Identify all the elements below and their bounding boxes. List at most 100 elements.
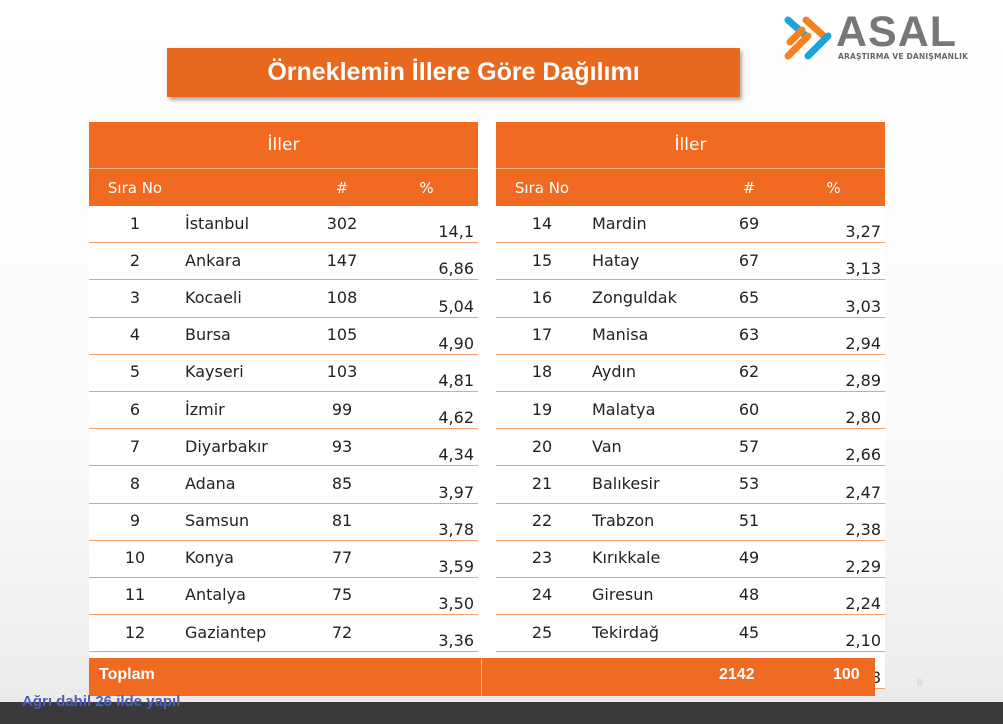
- row-pct: 3,36: [378, 614, 478, 653]
- row-pct: 3,78: [378, 503, 478, 541]
- row-il: Konya: [181, 540, 306, 578]
- row-il: Kayseri: [181, 354, 306, 392]
- table-row: 22 Trabzon 51 2,38: [496, 503, 885, 541]
- footnote: Ağrı dahil 26 ilde yapıl: [22, 693, 181, 710]
- row-pct: 2,38: [785, 503, 885, 541]
- col-header-pct: %: [378, 168, 478, 206]
- col-header-il: [588, 168, 713, 206]
- row-pct: 5,04: [378, 279, 478, 318]
- table-row: 17 Manisa 63 2,94: [496, 317, 885, 355]
- page-title: Örneklemin İllere Göre Dağılımı: [167, 48, 740, 97]
- logo-subtitle: ARAŞTIRMA VE DANIŞMANLIK: [838, 52, 969, 61]
- table-row: 11 Antalya 75 3,50: [89, 577, 478, 616]
- row-count: 53: [713, 465, 785, 504]
- row-il: Balıkesir: [588, 465, 713, 504]
- table-row: 14 Mardin 69 3,27: [496, 206, 885, 244]
- row-no: 16: [496, 279, 588, 318]
- table-row: 12 Gaziantep 72 3,36: [89, 614, 478, 653]
- table-row: 20 Van 57 2,66: [496, 428, 885, 467]
- row-il: Hatay: [588, 242, 713, 281]
- row-pct: 4,34: [378, 428, 478, 467]
- row-il: Manisa: [588, 317, 713, 355]
- row-pct: 4,81: [378, 354, 478, 392]
- row-count: 60: [713, 391, 785, 430]
- row-count: 302: [306, 206, 378, 244]
- row-il: İzmir: [181, 391, 306, 430]
- table-row: 21 Balıkesir 53 2,47: [496, 465, 885, 504]
- row-count: 69: [713, 206, 785, 244]
- row-no: 5: [89, 354, 181, 392]
- row-pct: 3,13: [785, 242, 885, 281]
- col-header-count: #: [306, 168, 378, 206]
- table-row: 24 Giresun 48 2,24: [496, 577, 885, 616]
- row-il: Ankara: [181, 242, 306, 281]
- group-header: İller: [496, 122, 885, 169]
- col-header-no: Sıra No: [89, 168, 181, 206]
- row-pct: 3,03: [785, 279, 885, 318]
- row-pct: 2,94: [785, 317, 885, 355]
- table-row: 4 Bursa 105 4,90: [89, 317, 478, 355]
- row-no: 1: [89, 206, 181, 244]
- row-pct: 3,27: [785, 206, 885, 244]
- row-il: Zonguldak: [588, 279, 713, 318]
- table-right: İller Sıra No # % 14 Mardin 69 3,27 15 Hatay 6…: [496, 122, 885, 690]
- table-row: 1 İstanbul 302 14,1: [89, 206, 478, 244]
- table-row: 25 Tekirdağ 45 2,10: [496, 614, 885, 653]
- page-number: 8: [917, 678, 923, 689]
- row-pct: 3,59: [378, 540, 478, 578]
- total-count: 2142: [719, 666, 755, 683]
- total-divider: [481, 658, 482, 696]
- row-no: 15: [496, 242, 588, 281]
- row-pct: 2,89: [785, 354, 885, 392]
- asal-logo-icon: [784, 16, 832, 60]
- table-row: 3 Kocaeli 108 5,04: [89, 279, 478, 318]
- col-header-pct: %: [785, 168, 885, 206]
- row-no: 21: [496, 465, 588, 504]
- row-count: 72: [306, 614, 378, 653]
- row-no: 25: [496, 614, 588, 653]
- row-pct: 2,66: [785, 428, 885, 467]
- row-il: Trabzon: [588, 503, 713, 541]
- row-no: 9: [89, 503, 181, 541]
- table-row: 18 Aydın 62 2,89: [496, 354, 885, 392]
- row-count: 62: [713, 354, 785, 392]
- total-label: Toplam: [99, 666, 155, 683]
- row-no: 11: [89, 577, 181, 616]
- table-row: 10 Konya 77 3,59: [89, 540, 478, 578]
- table-row: 23 Kırıkkale 49 2,29: [496, 540, 885, 578]
- row-il: Aydın: [588, 354, 713, 392]
- row-count: 75: [306, 577, 378, 616]
- row-pct: 6,86: [378, 242, 478, 281]
- row-no: 4: [89, 317, 181, 355]
- row-il: Kocaeli: [181, 279, 306, 318]
- row-pct: 2,10: [785, 614, 885, 653]
- row-no: 14: [496, 206, 588, 244]
- row-no: 12: [89, 614, 181, 653]
- table-left: İller Sıra No # % 1 İstanbul 302 14,1 2 Ankar…: [89, 122, 478, 690]
- row-count: 67: [713, 242, 785, 281]
- row-il: Gaziantep: [181, 614, 306, 653]
- table-row: 19 Malatya 60 2,80: [496, 391, 885, 430]
- table-row: 15 Hatay 67 3,13: [496, 242, 885, 281]
- row-il: Kırıkkale: [588, 540, 713, 578]
- row-no: 22: [496, 503, 588, 541]
- row-count: 57: [713, 428, 785, 467]
- row-il: Antalya: [181, 577, 306, 616]
- row-no: 24: [496, 577, 588, 616]
- row-il: Samsun: [181, 503, 306, 541]
- row-count: 108: [306, 279, 378, 318]
- row-count: 77: [306, 540, 378, 578]
- row-pct: 3,50: [378, 577, 478, 616]
- col-header-il: [181, 168, 306, 206]
- total-pct: 100: [833, 666, 860, 683]
- row-count: 65: [713, 279, 785, 318]
- row-il: Van: [588, 428, 713, 467]
- row-no: 8: [89, 465, 181, 504]
- table-row: 2 Ankara 147 6,86: [89, 242, 478, 281]
- row-count: 48: [713, 577, 785, 616]
- row-count: 99: [306, 391, 378, 430]
- row-pct: 14,1: [378, 206, 478, 244]
- row-il: İstanbul: [181, 206, 306, 244]
- row-il: Mardin: [588, 206, 713, 244]
- asal-logo: ASAL ARAŞTIRMA VE DANIŞMANLIK: [782, 8, 972, 64]
